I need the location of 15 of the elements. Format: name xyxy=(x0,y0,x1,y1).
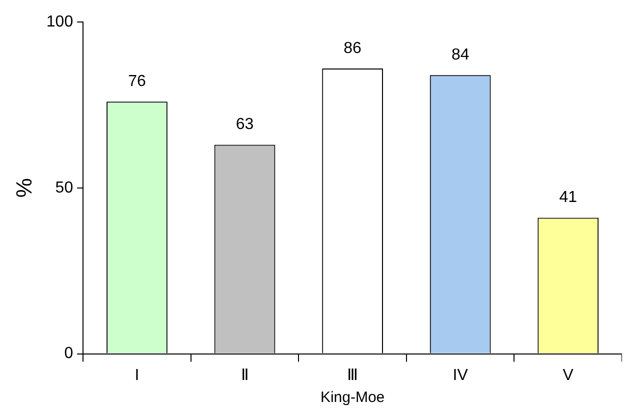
data-label: 84 xyxy=(451,46,470,64)
x-tick-label: IV xyxy=(452,366,468,384)
data-label: 63 xyxy=(236,116,254,134)
x-tick-label: Ⅱ xyxy=(240,366,249,384)
y-tick-label: 100 xyxy=(46,13,74,30)
x-axis-title: King-Moe xyxy=(320,389,385,406)
x-tick-label: V xyxy=(562,366,574,384)
data-label: 86 xyxy=(344,40,362,57)
x-tick-label: I xyxy=(134,366,140,384)
y-tick-label: 50 xyxy=(55,179,74,196)
y-axis-title: % xyxy=(11,178,36,198)
data-label: 41 xyxy=(559,189,578,206)
y-tick-label: 0 xyxy=(64,345,74,362)
data-label: 76 xyxy=(128,73,146,90)
x-tick-label: Ⅲ xyxy=(347,366,358,384)
